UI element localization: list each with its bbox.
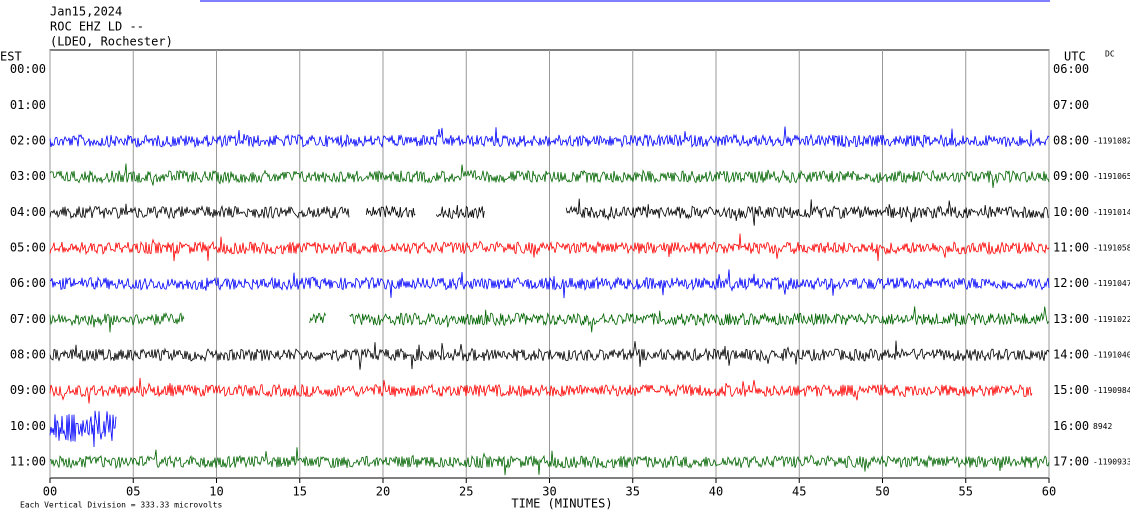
utc-label: 06:00 bbox=[1053, 62, 1089, 76]
trace bbox=[565, 198, 1049, 226]
est-label: 03:00 bbox=[10, 169, 46, 183]
utc-label: 12:00 bbox=[1053, 276, 1089, 290]
x-tick-label: 00 bbox=[43, 485, 57, 499]
x-tick-label: 55 bbox=[959, 485, 973, 499]
est-label: 08:00 bbox=[10, 347, 46, 361]
x-tick-label: 25 bbox=[459, 485, 473, 499]
x-tick-label: 60 bbox=[1042, 485, 1056, 499]
right-zone: UTC bbox=[1064, 50, 1086, 64]
x-tick-label: 40 bbox=[709, 485, 723, 499]
utc-label: 10:00 bbox=[1053, 205, 1089, 219]
x-tick-label: 15 bbox=[293, 485, 307, 499]
trace bbox=[49, 203, 350, 220]
offset-label: -1191082 bbox=[1093, 136, 1130, 145]
est-label: 01:00 bbox=[10, 98, 46, 112]
est-label: 04:00 bbox=[10, 205, 46, 219]
offset-label: -1191040 bbox=[1093, 350, 1130, 359]
offset-label: -1191014 bbox=[1093, 208, 1130, 217]
est-label: 06:00 bbox=[10, 276, 46, 290]
trace bbox=[49, 377, 1033, 404]
utc-label: 17:00 bbox=[1053, 454, 1089, 468]
x-tick-label: 35 bbox=[626, 485, 640, 499]
network: (LDEO, Rochester) bbox=[50, 35, 173, 49]
offset-label: -1190984 bbox=[1093, 386, 1130, 395]
trace bbox=[49, 233, 1050, 262]
offset-label: -1190933 bbox=[1093, 457, 1130, 466]
utc-label: 14:00 bbox=[1053, 347, 1089, 361]
left-zone: EST bbox=[0, 50, 22, 64]
x-tick-label: 50 bbox=[875, 485, 889, 499]
offset-label: -1191047 bbox=[1093, 279, 1130, 288]
est-label: 10:00 bbox=[10, 419, 46, 433]
x-tick-label: 05 bbox=[126, 485, 140, 499]
trace bbox=[49, 447, 1050, 476]
est-label: 09:00 bbox=[10, 383, 46, 397]
trace bbox=[309, 312, 327, 324]
offset-label: -1191022 bbox=[1093, 315, 1130, 324]
utc-label: 15:00 bbox=[1053, 383, 1089, 397]
est-label: 02:00 bbox=[10, 133, 46, 147]
scale-note: Each Vertical Division = 333.33 microvol… bbox=[20, 501, 222, 510]
utc-label: 07:00 bbox=[1053, 98, 1089, 112]
trace bbox=[49, 312, 185, 333]
utc-label: 16:00 bbox=[1053, 419, 1089, 433]
corner-note: DC bbox=[1105, 50, 1115, 59]
est-label: 00:00 bbox=[10, 62, 46, 76]
trace bbox=[49, 340, 1050, 370]
utc-label: 08:00 bbox=[1053, 133, 1089, 147]
est-label: 05:00 bbox=[10, 240, 46, 254]
trace bbox=[435, 204, 485, 220]
trace bbox=[49, 410, 117, 448]
chart-title: Jan15,2024 bbox=[50, 5, 122, 19]
x-tick-label: 10 bbox=[209, 485, 223, 499]
station: ROC EHZ LD -- bbox=[50, 20, 144, 34]
offset-label: -1191058 bbox=[1093, 243, 1130, 252]
x-axis-label: TIME (MINUTES) bbox=[511, 497, 612, 511]
trace bbox=[49, 163, 1050, 188]
utc-label: 11:00 bbox=[1053, 240, 1089, 254]
x-tick-label: 30 bbox=[542, 485, 556, 499]
est-label: 11:00 bbox=[10, 454, 46, 468]
est-label: 07:00 bbox=[10, 312, 46, 326]
x-tick-label: 20 bbox=[376, 485, 390, 499]
offset-label: -1191065 bbox=[1093, 172, 1130, 181]
utc-label: 13:00 bbox=[1053, 312, 1089, 326]
x-tick-label: 45 bbox=[792, 485, 806, 499]
offset-label: 8942 bbox=[1093, 422, 1112, 431]
utc-label: 09:00 bbox=[1053, 169, 1089, 183]
trace bbox=[349, 306, 1050, 333]
trace bbox=[49, 126, 1050, 149]
trace bbox=[49, 269, 1050, 299]
trace bbox=[365, 204, 416, 219]
